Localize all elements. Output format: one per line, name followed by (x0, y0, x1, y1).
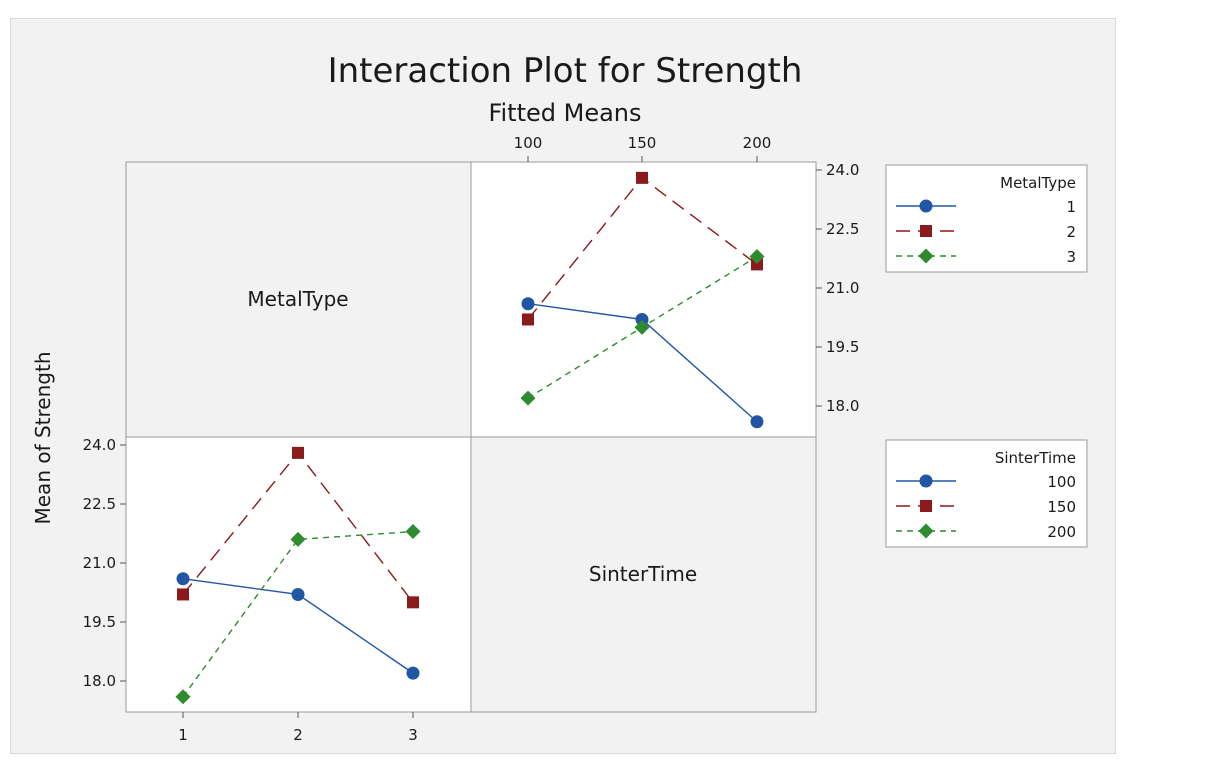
legend-marker-0-1 (920, 225, 932, 237)
y-tick-label-top-right-1: 19.5 (826, 338, 859, 356)
y-tick-label-top-right-4: 24.0 (826, 161, 859, 179)
diag-label-metaltype: MetalType (247, 287, 348, 311)
point-bottom-left-200-0 (175, 689, 191, 705)
point-top-right-1-1 (635, 312, 649, 326)
legend-label-0-2: 3 (1066, 248, 1076, 266)
point-bottom-left-200-2 (405, 524, 421, 540)
x-tick-label-top-right-0: 100 (514, 134, 543, 152)
point-top-right-1-2 (750, 415, 764, 429)
point-bottom-left-100-1 (291, 587, 305, 601)
legend-label-0-0: 1 (1066, 198, 1076, 216)
chart-title: Interaction Plot for Strength (328, 51, 803, 91)
x-tick-label-bottom-left-2: 3 (408, 726, 418, 744)
legend-title-0: MetalType (1000, 174, 1076, 192)
legend-marks: MetalType 1 2 3 SinterTime 100 150 200 (896, 174, 1076, 541)
y-axis-title: Mean of Strength (31, 352, 55, 525)
legend-label-0-1: 2 (1066, 223, 1076, 241)
x-tick-label-top-right-1: 150 (628, 134, 657, 152)
point-top-right-3-0 (520, 390, 536, 406)
chart-subtitle: Fitted Means (488, 99, 641, 127)
legend-sintertime (885, 439, 1088, 548)
diag-label-sintertime: SinterTime (589, 562, 697, 586)
y-tick-label-top-right-0: 18.0 (826, 397, 859, 415)
y-tick-label-top-right-2: 21.0 (826, 279, 859, 297)
x-tick-label-bottom-left-0: 1 (178, 726, 188, 744)
point-top-right-1-0 (521, 297, 535, 311)
legend-marker-1-2 (918, 523, 934, 539)
point-top-right-2-0 (522, 313, 534, 326)
plot-panel-bottom-left (125, 436, 472, 713)
legend-label-1-2: 200 (1047, 523, 1076, 541)
diag-panel-sintertime (470, 436, 817, 713)
point-top-right-3-1 (634, 319, 650, 335)
point-bottom-left-150-1 (292, 446, 304, 459)
point-bottom-left-150-0 (177, 588, 189, 601)
legend-title-1: SinterTime (995, 449, 1076, 467)
point-top-right-2-2 (751, 258, 763, 271)
point-bottom-left-150-2 (407, 596, 419, 609)
y-tick-label-bottom-left-3: 22.5 (83, 495, 116, 513)
x-tick-label-top-right-2: 200 (743, 134, 772, 152)
point-top-right-2-1 (636, 171, 648, 184)
y-tick-label-bottom-left-0: 18.0 (83, 672, 116, 690)
legend-marker-1-0 (919, 474, 933, 488)
y-tick-label-bottom-left-4: 24.0 (83, 436, 116, 454)
point-bottom-left-200-1 (290, 531, 306, 547)
plot-panel-top-right (470, 161, 817, 438)
chart-marks: 18.0 19.5 21.0 22.5 24.0 100 150 200 18.0 19.5 21.… (83, 134, 860, 744)
diag-panel-metaltype (125, 161, 472, 438)
legend-marker-0-0 (919, 199, 933, 213)
point-top-right-3-2 (749, 249, 765, 265)
point-bottom-left-100-2 (406, 666, 420, 680)
legend-label-1-0: 100 (1047, 473, 1076, 491)
y-tick-label-top-right-3: 22.5 (826, 220, 859, 238)
y-tick-label-bottom-left-1: 19.5 (83, 613, 116, 631)
legend-metaltype (885, 164, 1088, 273)
point-bottom-left-100-0 (176, 572, 190, 586)
legend-marker-1-1 (920, 500, 932, 512)
legend-marker-0-2 (918, 248, 934, 264)
legend-label-1-1: 150 (1047, 498, 1076, 516)
y-tick-label-bottom-left-2: 21.0 (83, 554, 116, 572)
x-tick-label-bottom-left-1: 2 (293, 726, 303, 744)
